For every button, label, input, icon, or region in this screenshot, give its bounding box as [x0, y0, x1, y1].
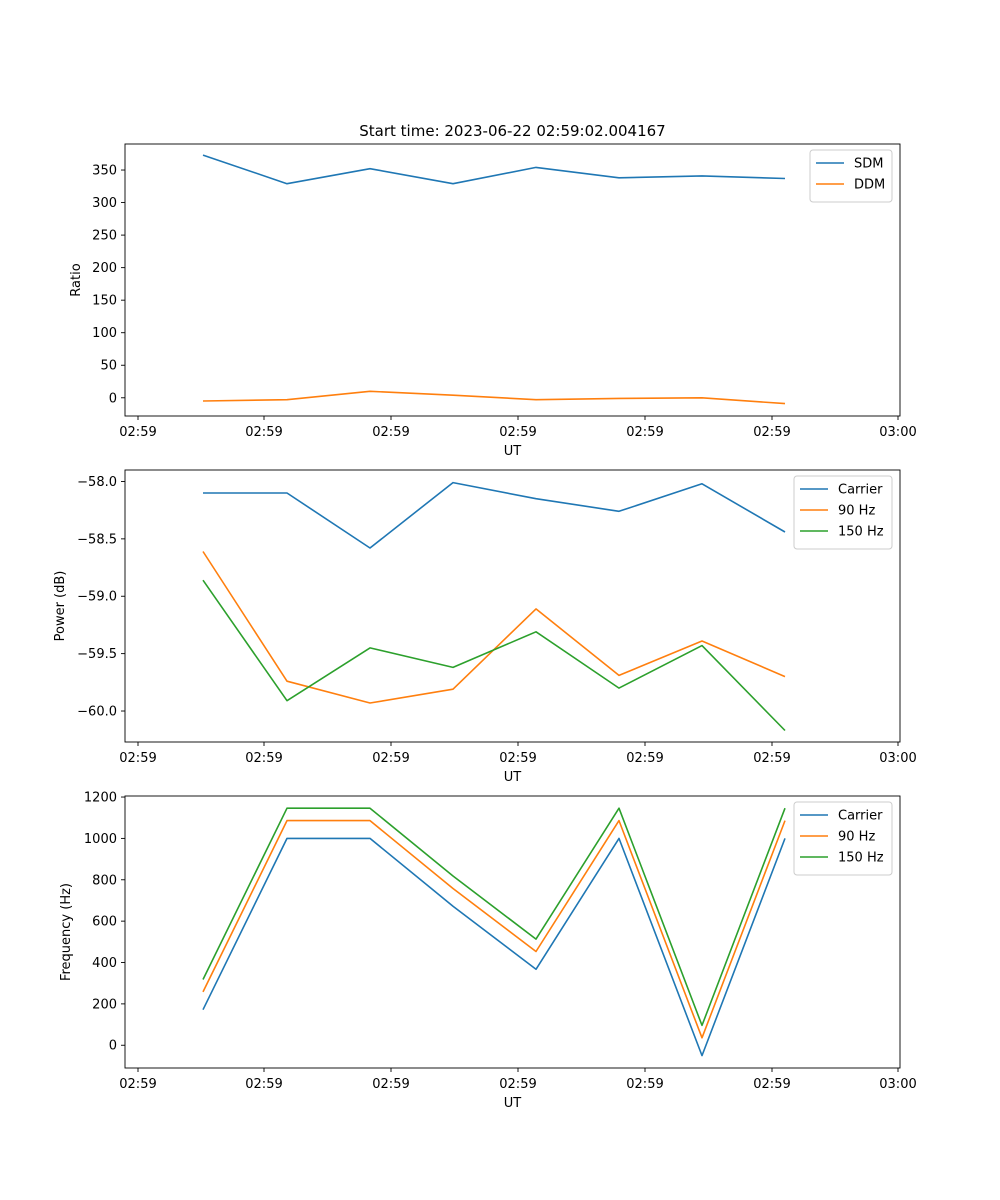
legend-label-2: 90 Hz [838, 830, 875, 845]
x-tick-label: 02:59 [119, 1077, 156, 1092]
x-axis-label: UT [504, 1096, 522, 1111]
x-tick-label: 02:59 [245, 425, 282, 440]
y-tick-label: 50 [100, 359, 117, 374]
x-tick-label: 02:59 [753, 751, 790, 766]
x-tick-label: 02:59 [626, 1077, 663, 1092]
x-tick-label: 02:59 [753, 1077, 790, 1092]
series-line-3 [202, 579, 786, 732]
x-tick-label: 02:59 [372, 751, 409, 766]
y-axis-label: Ratio [69, 263, 84, 296]
y-tick-label: −58.5 [77, 532, 117, 547]
series-line-1 [202, 837, 786, 1057]
y-tick-label: −60.0 [77, 705, 117, 720]
chart-panel-1: 02:59 02:59 02:59 02:59 02:59 02:59 03:00 0 50 10… [69, 143, 917, 459]
legend-label-1: Carrier [838, 483, 883, 498]
y-tick-label: 0 [109, 1039, 117, 1054]
x-tick-label: 03:00 [879, 1077, 916, 1092]
x-tick-label: 02:59 [372, 425, 409, 440]
legend-label-3: 150 Hz [838, 851, 884, 866]
x-tick-label: 02:59 [245, 751, 282, 766]
x-tick-label: 02:59 [119, 751, 156, 766]
y-axis-label: Power (dB) [53, 571, 68, 642]
x-tick-label: 02:59 [499, 1077, 536, 1092]
y-tick-label: 800 [92, 873, 117, 888]
legend-label-2: 90 Hz [838, 504, 875, 519]
y-tick-label: 350 [92, 164, 117, 179]
x-tick-label: 02:59 [499, 751, 536, 766]
series-line-2 [202, 390, 786, 405]
x-tick-label: 02:59 [626, 425, 663, 440]
legend: Carrier 90 Hz 150 Hz [793, 801, 893, 876]
y-tick-label: 600 [92, 915, 117, 930]
y-tick-label: 0 [109, 391, 117, 406]
chart-panel-3: 02:59 02:59 02:59 02:59 02:59 02:59 03:00 0 200 4… [59, 791, 917, 1111]
chart-panel-2: 02:59 02:59 02:59 02:59 02:59 02:59 03:00 −60.0… [53, 469, 917, 785]
y-tick-label: 150 [92, 294, 117, 309]
series-line-2 [202, 819, 786, 1039]
x-tick-label: 03:00 [879, 751, 916, 766]
legend: SDM DDM [809, 149, 893, 203]
axes-frame [124, 143, 901, 417]
y-tick-label: −59.0 [77, 590, 117, 605]
y-tick-label: 200 [92, 997, 117, 1012]
y-axis-label: Frequency (Hz) [59, 883, 74, 981]
legend-label-1: Carrier [838, 809, 883, 824]
legend-label-3: 150 Hz [838, 525, 884, 540]
series-line-1 [203, 481, 786, 549]
y-tick-label: 400 [92, 956, 117, 971]
x-axis-label: UT [504, 444, 522, 459]
legend-label-1: SDM [854, 157, 883, 172]
legend-label-2: DDM [854, 178, 885, 193]
y-tick-label: 1200 [84, 791, 117, 806]
series-line-2 [202, 551, 786, 704]
x-tick-label: 02:59 [372, 1077, 409, 1092]
y-tick-label: 100 [92, 326, 117, 341]
figure-title: Start time: 2023-06-22 02:59:02.004167 [359, 122, 665, 140]
axes-frame [124, 469, 901, 743]
y-tick-label: −59.5 [77, 647, 117, 662]
legend: Carrier 90 Hz 150 Hz [793, 475, 893, 550]
axes-frame [124, 795, 901, 1069]
y-tick-label: 1000 [84, 832, 117, 847]
x-tick-label: 02:59 [626, 751, 663, 766]
x-axis-label: UT [504, 770, 522, 785]
x-tick-label: 03:00 [879, 425, 916, 440]
series-line-3 [202, 807, 786, 1027]
y-tick-label: −58.0 [77, 475, 117, 490]
y-tick-label: 300 [92, 196, 117, 211]
panels: 02:59 02:59 02:59 02:59 02:59 02:59 03:00 0 50 10… [53, 143, 917, 1111]
x-tick-label: 02:59 [753, 425, 790, 440]
x-tick-label: 02:59 [245, 1077, 282, 1092]
x-tick-label: 02:59 [499, 425, 536, 440]
y-tick-label: 250 [92, 229, 117, 244]
y-tick-label: 200 [92, 261, 117, 276]
x-tick-label: 02:59 [119, 425, 156, 440]
series-line-1 [202, 154, 786, 185]
